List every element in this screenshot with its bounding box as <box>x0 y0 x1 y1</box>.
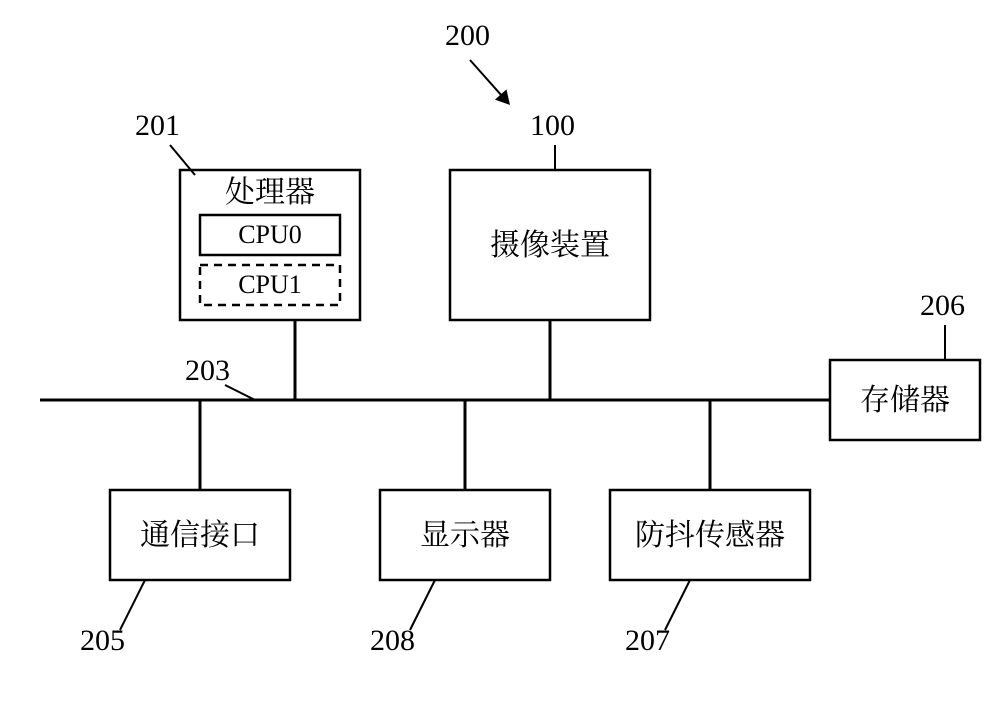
processor-ref-num: 201 <box>135 109 180 142</box>
comm-label: 通信接口 <box>140 510 260 554</box>
stab-block: 防抖传感器 207 <box>610 400 810 657</box>
bus-ref-num: 203 <box>185 354 230 387</box>
stab-ref-lead <box>665 580 690 630</box>
display-label: 显示器 <box>420 510 510 554</box>
stab-ref-num: 207 <box>625 624 670 657</box>
processor-block: 处理器 CPU0 CPU1 201 <box>135 109 360 400</box>
memory-ref-num: 206 <box>920 289 965 322</box>
stab-label: 防抖传感器 <box>635 510 785 554</box>
block-diagram: 200 203 处理器 CPU0 CPU1 201 摄像装置 100 存储器 2… <box>0 0 1000 717</box>
camera-label: 摄像装置 <box>490 220 610 264</box>
display-ref-num: 208 <box>370 624 415 657</box>
figure-pointer: 200 <box>445 19 510 105</box>
comm-ref-num: 205 <box>80 624 125 657</box>
camera-ref-num: 100 <box>530 109 575 142</box>
figure-number: 200 <box>445 19 490 52</box>
figure-arrow-shaft <box>470 60 502 96</box>
comm-block: 通信接口 205 <box>80 400 290 657</box>
bus-ref: 203 <box>185 354 255 400</box>
memory-block: 存储器 206 <box>830 289 980 440</box>
display-block: 显示器 208 <box>370 400 550 657</box>
memory-label: 存储器 <box>860 375 950 419</box>
comm-ref-lead <box>120 580 145 630</box>
processor-title: 处理器 <box>225 167 315 211</box>
camera-block: 摄像装置 100 <box>450 109 650 400</box>
cpu1-label: CPU1 <box>238 270 302 299</box>
cpu0-label: CPU0 <box>238 220 302 249</box>
bus-ref-lead <box>225 385 255 400</box>
display-ref-lead <box>410 580 435 630</box>
